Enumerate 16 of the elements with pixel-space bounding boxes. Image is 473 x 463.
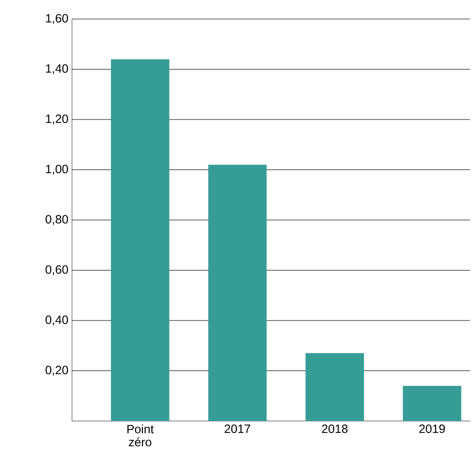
y-tick-label: 0,80 [46, 215, 68, 225]
x-tick-label: 2018 [322, 424, 348, 434]
y-tick-label: 0,40 [46, 316, 68, 326]
x-tick-label: 2019 [419, 424, 445, 434]
y-tick-label: 0,20 [46, 366, 68, 376]
bar [110, 59, 170, 421]
x-tick-label: 2017 [224, 424, 250, 434]
y-tick-label: 1,40 [46, 64, 68, 74]
x-tick-label: Point zéro [127, 424, 154, 446]
y-tick-label: 1,20 [46, 114, 68, 124]
y-tick-label: 0,60 [46, 265, 68, 276]
y-tick-label: 1,00 [46, 164, 68, 175]
bar [306, 353, 364, 421]
y-tick-label: 1,60 [46, 14, 68, 24]
bar [402, 386, 462, 421]
bar [208, 164, 267, 421]
